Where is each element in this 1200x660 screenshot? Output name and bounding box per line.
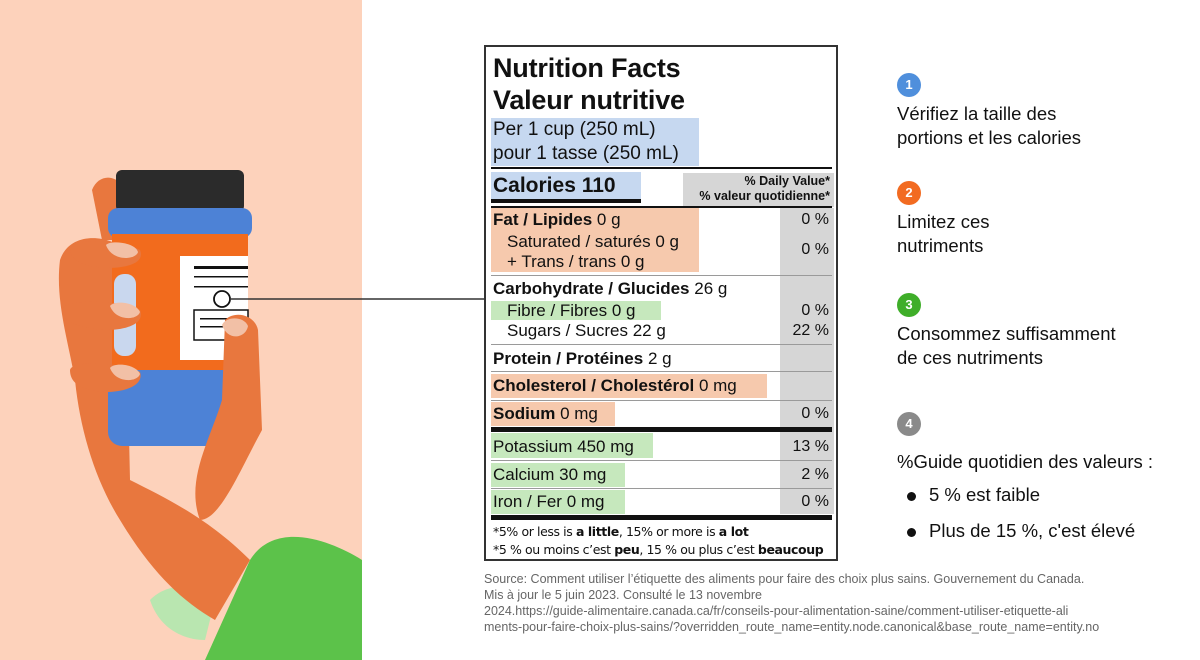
serving-size-en: Per 1 cup (250 mL)	[493, 119, 656, 140]
step-2-line-1: Limitez ces	[897, 211, 990, 232]
label-title-fr: Valeur nutritive	[493, 85, 685, 115]
hand-holding-bottle-illustration	[58, 170, 362, 660]
fibre-row: Fibre / Fibres 0 g	[507, 301, 636, 320]
calcium-row: Calcium 30 mg	[493, 465, 607, 484]
sleeve-shape	[205, 536, 362, 660]
source-url-line: 2024.https://guide-alimentaire.canada.ca…	[484, 604, 1069, 618]
cholesterol-row: Cholesterol / Cholestérol 0 mg	[493, 376, 737, 395]
bottle-label-line	[194, 266, 248, 269]
step-2-line-2: nutriments	[897, 235, 984, 256]
trans-row: + Trans / trans 0 g	[507, 252, 645, 271]
footnote-en: *5% or less is a little, 15% or more is …	[493, 524, 749, 539]
rule	[491, 400, 832, 401]
rule	[491, 275, 832, 276]
source-url-line: ments-pour-faire-choix-plus-sains/?overr…	[484, 620, 1100, 634]
footnote-fr: *5 % ou moins c’est peu, 15 % ou plus c’…	[493, 542, 824, 557]
dv-header-highlight	[683, 173, 834, 207]
potassium-row: Potassium 450 mg	[493, 437, 634, 456]
daily-value-header-en: % Daily Value*	[744, 174, 830, 188]
sodium-pct: 0 %	[801, 405, 829, 422]
calcium-highlight	[491, 463, 625, 487]
bullet-high: Plus de 15 %, c'est élevé	[929, 520, 1136, 541]
source-line: Mis à jour le 5 juin 2023. Consulté le 1…	[484, 588, 762, 602]
rule	[491, 344, 832, 345]
iron-highlight	[491, 490, 625, 514]
bullet-dot	[907, 528, 916, 537]
fingernail-1	[106, 242, 138, 258]
bullet-dot	[907, 492, 916, 501]
hand-palm	[58, 238, 250, 620]
fibre-pct: 0 %	[801, 302, 829, 319]
fat-pct: 0 %	[801, 211, 829, 228]
thumb-front	[195, 314, 262, 520]
protein-row: Protein / Protéines 2 g	[493, 349, 672, 368]
potassium-highlight	[491, 433, 653, 458]
calories-underline	[491, 199, 641, 203]
iron-pct: 0 %	[801, 493, 829, 510]
bullet-low: 5 % est faible	[929, 484, 1041, 505]
sugars-row: Sugars / Sucres 22 g	[507, 321, 666, 340]
sugars-pct: 22 %	[792, 322, 829, 339]
source-line: Source: Comment utiliser l’étiquette des…	[484, 572, 1085, 586]
nutrition-facts-label: Nutrition Facts Valeur nutritive Per 1 c…	[484, 45, 838, 561]
illustration-panel	[0, 0, 362, 660]
step-2-badge: 2	[897, 181, 921, 205]
step-4-line-1: %Guide quotidien des valeurs :	[897, 451, 1154, 472]
step-1-line-1: Vérifiez la taille des	[897, 103, 1057, 124]
daily-value-header-fr: % valeur quotidienne*	[699, 189, 830, 203]
serving-size-fr: pour 1 tasse (250 mL)	[493, 143, 679, 164]
rule-medium	[491, 206, 832, 208]
pct-column	[780, 208, 834, 514]
sodium-row: Sodium 0 mg	[493, 404, 598, 423]
cholesterol-highlight	[491, 374, 767, 398]
fibre-highlight	[491, 301, 661, 320]
calcium-pct: 2 %	[801, 466, 829, 483]
label-title-en: Nutrition Facts	[493, 53, 681, 83]
thumb-nail	[222, 318, 248, 337]
carbohydrate-row: Carbohydrate / Glucides 26 g	[493, 279, 728, 298]
fat-highlight	[491, 208, 699, 272]
potassium-pct: 13 %	[792, 438, 829, 455]
step-1-line-2: portions et les calories	[897, 127, 1082, 148]
rule	[491, 371, 832, 372]
source-citation: Source: Comment utiliser l’étiquette des…	[484, 571, 1174, 635]
fat-row: Fat / Lipides 0 g	[493, 210, 621, 229]
serving-highlight	[491, 118, 699, 166]
rule-thin	[491, 167, 832, 169]
step-3-badge: 3	[897, 293, 921, 317]
step-3-line-2: de ces nutriments	[897, 347, 1044, 368]
rule-thick	[491, 427, 832, 432]
rule	[491, 488, 832, 489]
bottle-cap	[116, 170, 244, 212]
sodium-highlight	[491, 402, 615, 426]
sat-trans-pct: 0 %	[801, 241, 829, 258]
calories: Calories 110	[493, 174, 616, 197]
saturated-row: Saturated / saturés 0 g	[507, 232, 680, 251]
rule-thick	[491, 515, 832, 520]
step-1-badge: 1	[897, 73, 921, 97]
step-3-line-1: Consommez suffisamment	[897, 323, 1116, 344]
calories-highlight	[491, 172, 641, 199]
bottle-top	[108, 208, 252, 238]
step-4-badge: 4	[897, 412, 921, 436]
iron-row: Iron / Fer 0 mg	[493, 492, 605, 511]
rule	[491, 460, 832, 461]
